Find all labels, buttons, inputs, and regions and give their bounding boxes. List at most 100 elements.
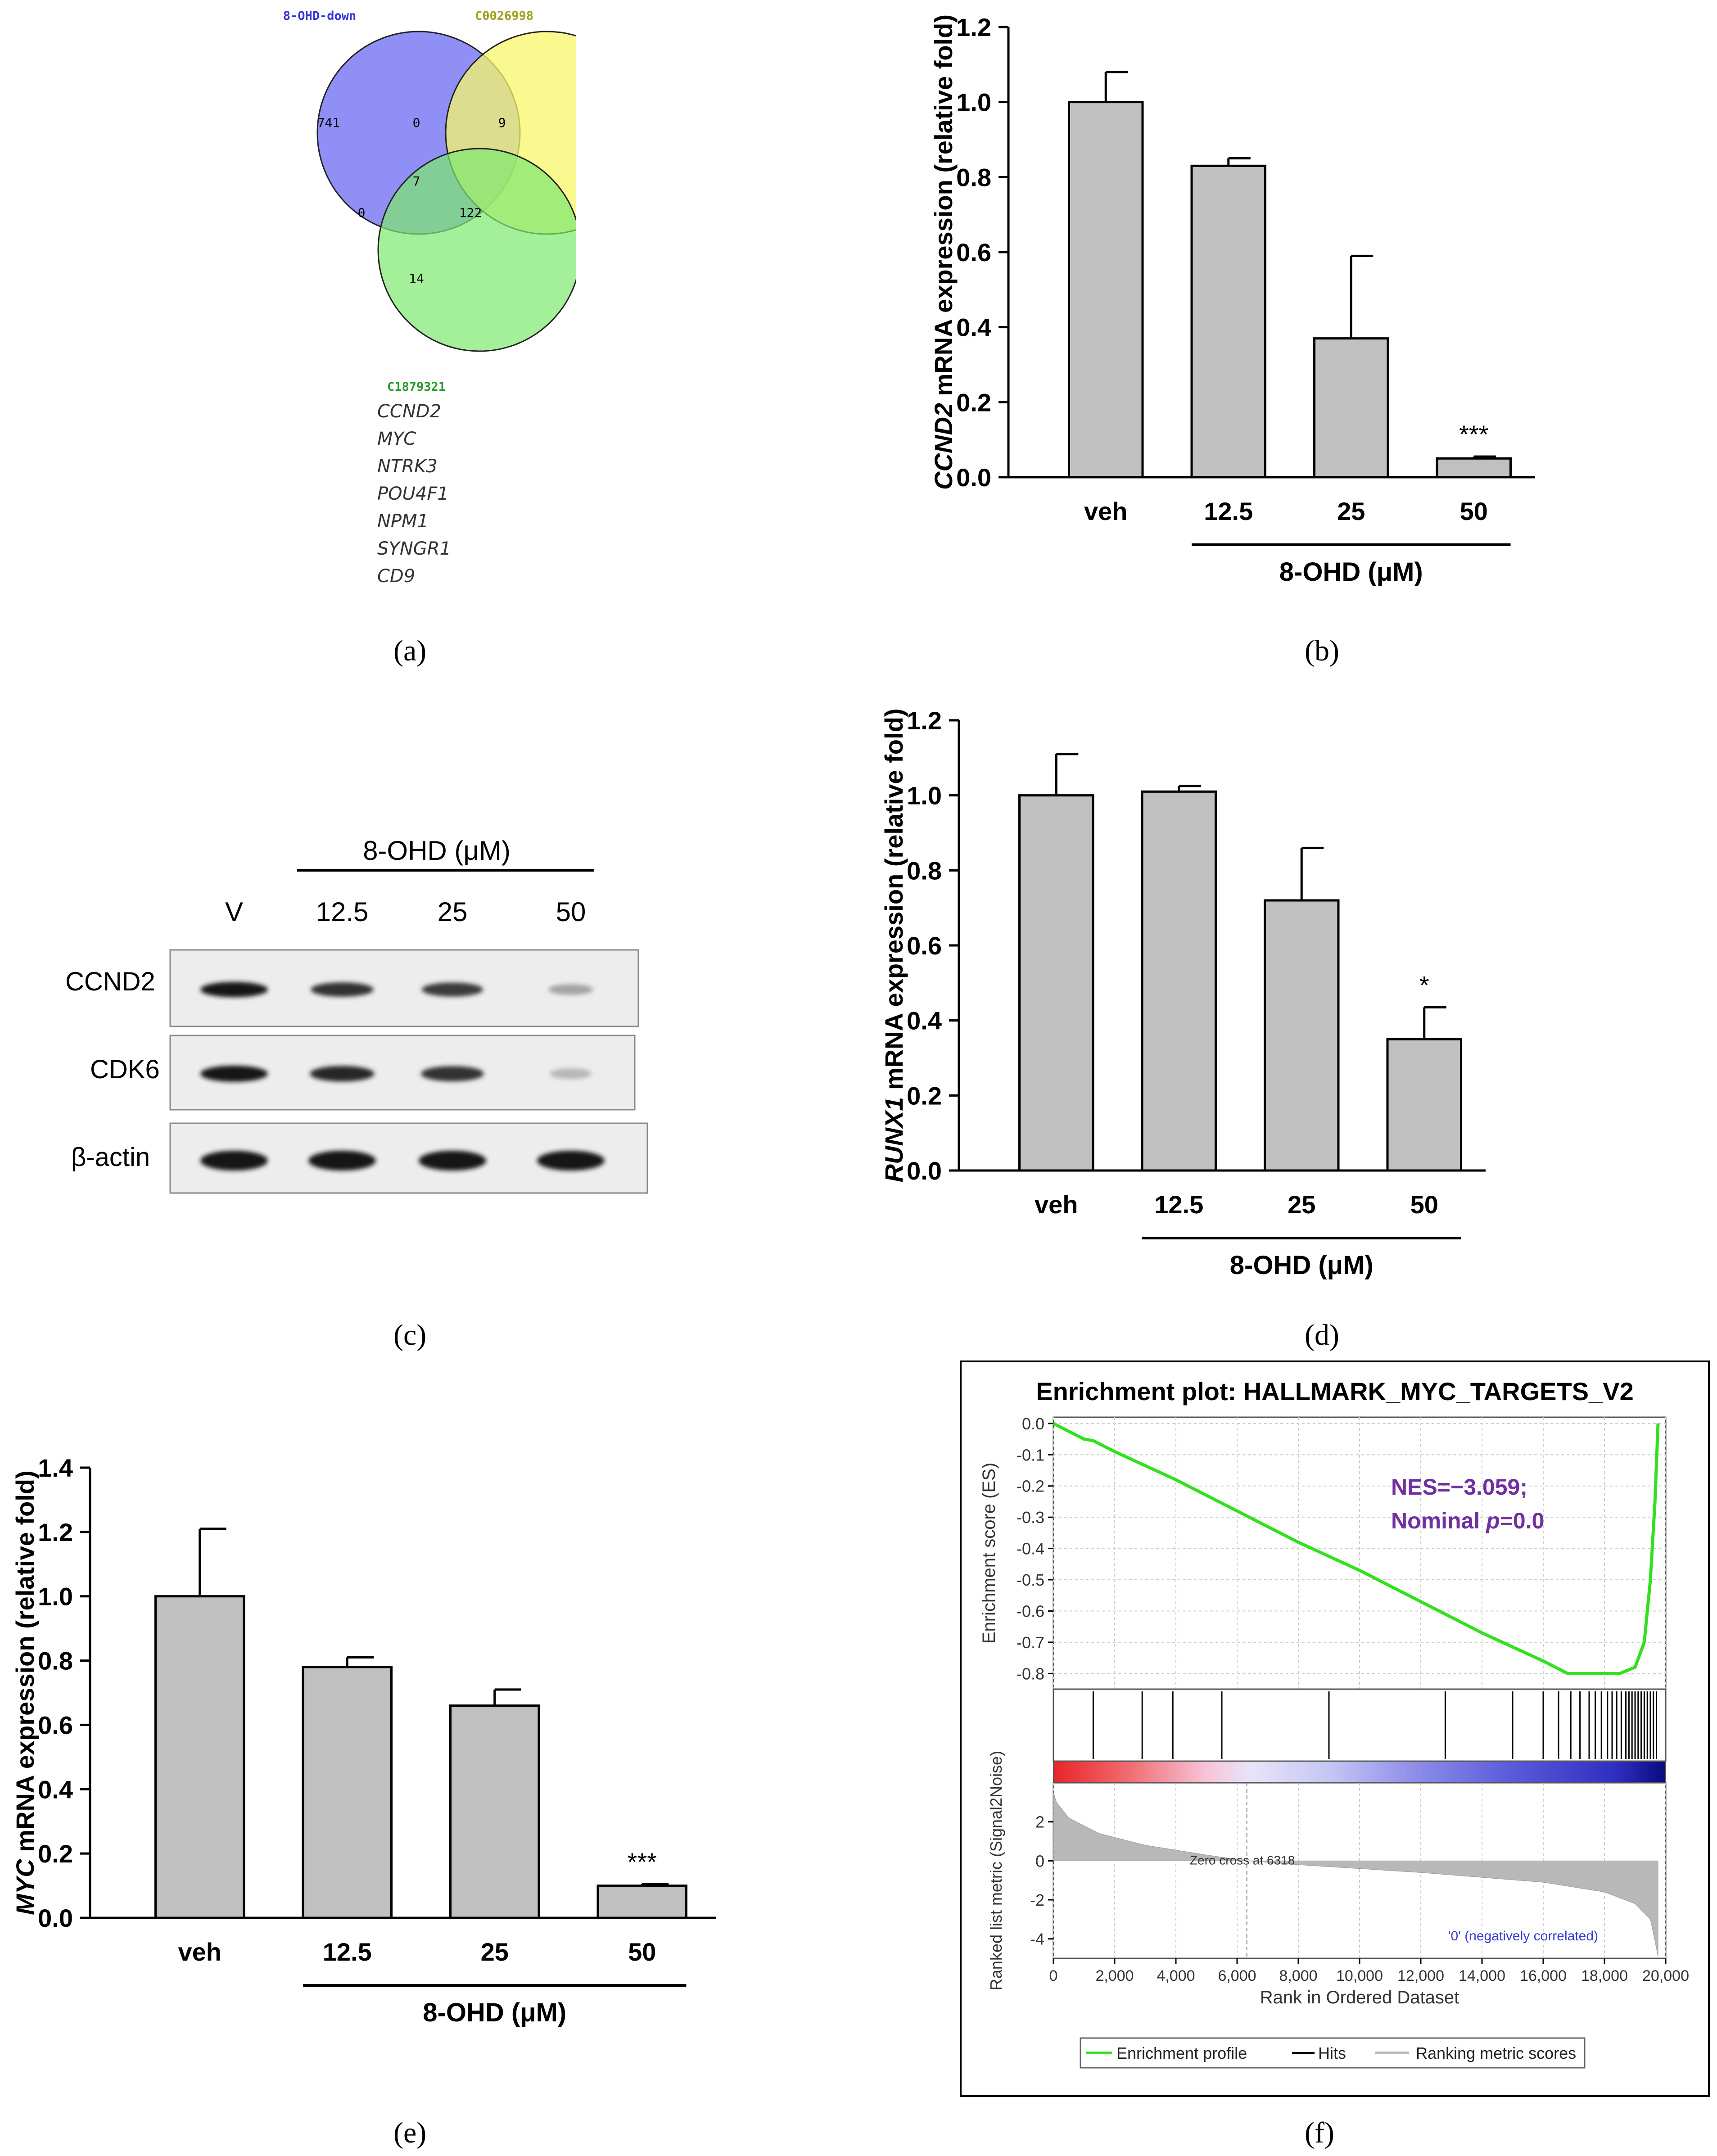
bar	[1386, 1038, 1462, 1172]
venn-diagram: 8-OHD-down C0026998 C1879321 741 9 14 0 …	[283, 9, 649, 394]
x-tick-label: veh	[1035, 1190, 1078, 1219]
y-tick-label: 0.0	[907, 1157, 942, 1185]
y-axis-label: CCND2 mRNA expression (relative fold)	[929, 14, 958, 490]
x-tick-label: 50	[628, 1938, 656, 1966]
caption-f: (f)	[1305, 2116, 1334, 2149]
y-tick-label: 0.6	[907, 931, 942, 960]
y-tick-label: 1.2	[956, 13, 991, 41]
blot-band	[308, 1151, 376, 1171]
y-tick-label: 0.0	[956, 463, 991, 492]
bar	[1264, 899, 1340, 1172]
es-y-tick-label: 0.0	[1022, 1415, 1044, 1433]
nes-annotation: NES=−3.059;	[1391, 1474, 1527, 1500]
es-y-tick-label: -0.8	[1017, 1664, 1044, 1683]
x-tick-label: 25	[1288, 1190, 1315, 1219]
significance-marker: ***	[628, 1848, 657, 1876]
gene-item: CCND2	[377, 401, 442, 422]
y-tick-label: 1.2	[38, 1518, 73, 1546]
caption-b: (b)	[1305, 634, 1339, 667]
metric-y-tick-label: 2	[1035, 1813, 1044, 1831]
x-tick-label: 0	[1049, 1967, 1058, 1984]
panel-e-chart: 0.0 0.2 0.4 0.6 0.8 1.0 1.2 1.4 MYC mRNA express…	[0, 1450, 774, 2037]
blot-band	[421, 982, 483, 997]
x-tick-label: 25	[481, 1938, 509, 1966]
panel-f-gsea: Enrichment plot: HALLMARK_MYC_TARGETS_V2…	[959, 1360, 1711, 2100]
x-tick-label: 12.5	[1204, 497, 1253, 525]
y-tick-label: 0.4	[38, 1775, 73, 1803]
negative-correlation-label: '0' (negatively correlated)	[1448, 1929, 1598, 1944]
bar	[1141, 790, 1217, 1172]
group-label: 8-OHD (μM)	[1279, 557, 1423, 587]
bar	[1436, 457, 1512, 479]
gene-item: POU4F1	[377, 484, 449, 504]
venn-count-8ohd-c0026998: 0	[413, 115, 420, 130]
x-tick-label: 50	[1460, 497, 1488, 525]
x-tick-label: 6,000	[1218, 1967, 1256, 1984]
y-tick-label: 0.2	[38, 1840, 73, 1868]
significance-marker: *	[1419, 971, 1429, 999]
x-tick-label: 25	[1337, 497, 1365, 525]
metric-y-axis-label: Ranked list metric (Signal2Noise)	[987, 1751, 1005, 1990]
hits-panel	[1053, 1688, 1667, 1762]
x-tick-label: 16,000	[1520, 1967, 1567, 1984]
enrichment-profile-line	[1053, 1422, 1660, 1675]
metric-y-tick-label: 0	[1035, 1852, 1044, 1870]
x-tick-label: 8,000	[1279, 1967, 1317, 1984]
gene-item: NPM1	[377, 511, 429, 532]
blot-label-ccnd2: CCND2	[65, 967, 155, 996]
es-y-tick-label: -0.3	[1017, 1508, 1044, 1527]
y-tick-label: 0.8	[907, 856, 942, 885]
p-value-annotation: Nominal p=0.0	[1391, 1508, 1544, 1533]
caption-e: (e)	[393, 2116, 427, 2149]
lane-label-50: 50	[556, 897, 586, 927]
bar	[596, 1885, 687, 1919]
x-tick-label: 2,000	[1095, 1967, 1134, 1984]
x-tick-label: veh	[1084, 497, 1128, 525]
y-tick-label: 1.0	[38, 1582, 73, 1611]
y-tick-label: 1.4	[38, 1454, 73, 1482]
x-tick-label: 10,000	[1336, 1967, 1383, 1984]
gene-item: CD9	[377, 566, 416, 587]
y-tick-label: 0.4	[907, 1007, 942, 1035]
shared-gene-list: CCND2 MYC NTRK3 POU4F1 NPM1 SYNGR1 CD9	[377, 398, 451, 590]
es-y-tick-label: -0.1	[1017, 1446, 1044, 1464]
lane-label-12-5: 12.5	[316, 897, 369, 927]
es-y-axis-label: Enrichment score (ES)	[979, 1463, 999, 1644]
blot-label-beta-actin: β-actin	[71, 1143, 150, 1172]
es-y-tick-label: -0.7	[1017, 1633, 1044, 1652]
blot-band	[537, 1151, 605, 1171]
bar	[1068, 101, 1144, 479]
venn-count-all-three: 7	[413, 174, 420, 189]
significance-marker: ***	[1459, 420, 1488, 448]
bar	[1190, 164, 1266, 479]
lane-label-v: V	[225, 897, 243, 927]
es-y-tick-label: -0.2	[1017, 1477, 1044, 1496]
caption-c: (c)	[393, 1319, 427, 1351]
venn-count-8ohd-c1879321: 0	[358, 205, 366, 220]
y-tick-label: 0.8	[956, 163, 991, 191]
blot-band	[310, 1066, 375, 1082]
group-label: 8-OHD (μM)	[1230, 1251, 1374, 1280]
y-tick-label: 0.2	[907, 1081, 942, 1110]
blot-band	[548, 984, 593, 995]
venn-set-label-c0026998: C0026998	[475, 9, 533, 23]
y-tick-label: 0.2	[956, 388, 991, 416]
zero-cross-label: Zero cross at 6318	[1190, 1853, 1295, 1867]
panel-d-chart: 0.0 0.2 0.4 0.6 0.8 1.0 1.2 RUNX1 mRNA expressi…	[869, 702, 1544, 1326]
blot-label-cdk6: CDK6	[90, 1055, 160, 1084]
y-tick-label: 1.2	[907, 706, 942, 735]
x-tick-label: 50	[1410, 1190, 1438, 1219]
x-tick-label: 12,000	[1397, 1967, 1444, 1984]
x-tick-label: 12.5	[1154, 1190, 1203, 1219]
y-tick-label: 0.6	[956, 238, 991, 267]
venn-set-label-8ohd-down: 8-OHD-down	[283, 9, 357, 23]
caption-d: (d)	[1305, 1319, 1339, 1351]
y-tick-label: 1.0	[907, 782, 942, 810]
lane-label-25: 25	[438, 897, 468, 927]
bar	[1313, 337, 1389, 479]
venn-count-8ohd-only: 741	[317, 115, 340, 130]
gene-item: NTRK3	[377, 456, 438, 477]
metric-y-tick-label: -4	[1030, 1930, 1044, 1948]
